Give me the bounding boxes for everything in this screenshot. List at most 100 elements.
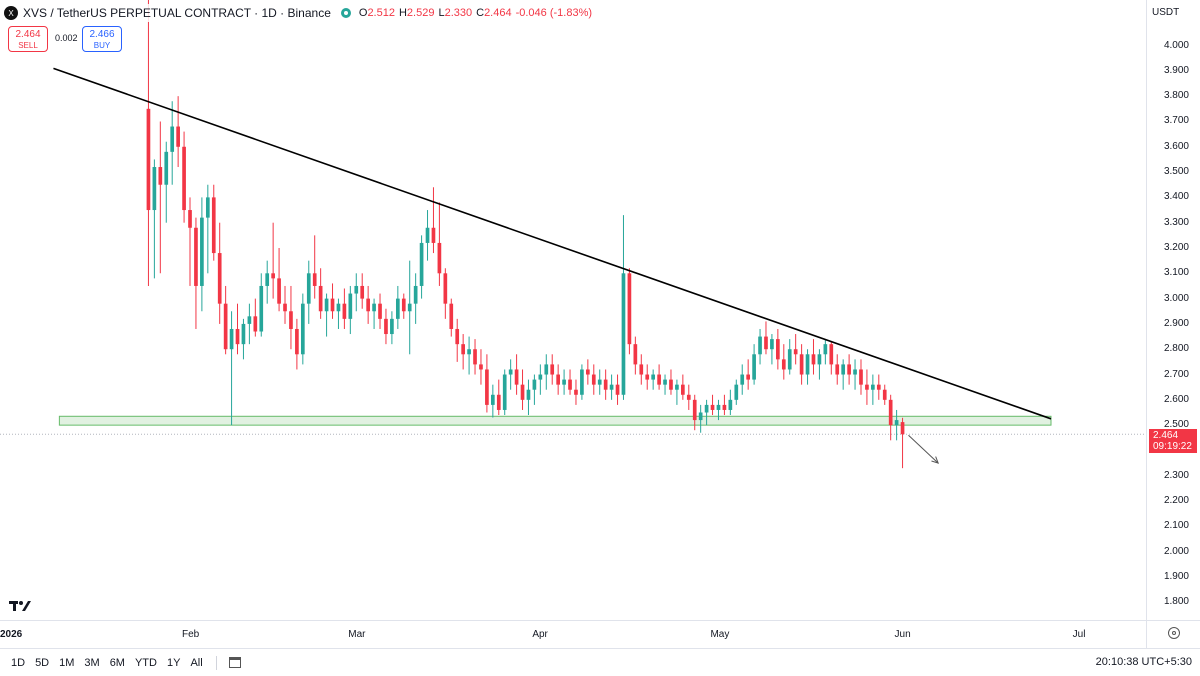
candle-body: [312, 273, 317, 286]
candle-body: [698, 412, 703, 421]
range-5d-button[interactable]: 5D: [35, 656, 50, 669]
tradingview-logo-icon[interactable]: [8, 598, 36, 614]
candle-body: [591, 374, 596, 385]
candle-body: [776, 339, 780, 360]
price-axis[interactable]: 1.8001.9002.0002.1002.2002.3002.4002.500…: [1146, 0, 1200, 620]
time-tick-label: 2026: [0, 629, 23, 640]
price-tick-label: 2.900: [1163, 317, 1189, 329]
candle-body: [306, 273, 311, 304]
price-tick-label: 2.300: [1163, 469, 1189, 481]
candle-body: [205, 197, 210, 218]
range-1y-button[interactable]: 1Y: [166, 656, 181, 669]
candle-body: [728, 399, 733, 410]
candle-body: [663, 379, 667, 385]
candle-body: [277, 278, 281, 304]
buy-button[interactable]: 2.466 BUY: [82, 26, 122, 52]
candle-body: [835, 364, 840, 375]
symbol-title[interactable]: XVS / TetherUS PERPETUAL CONTRACT · 1D ·…: [23, 6, 331, 20]
candle-body: [669, 379, 673, 390]
candle-body: [734, 384, 739, 400]
currency-label[interactable]: USDT: [1152, 7, 1180, 18]
candle-body: [188, 210, 192, 228]
candle-body: [223, 303, 228, 350]
descending-trendline: [53, 67, 1052, 420]
price-chart[interactable]: [0, 0, 1146, 620]
price-tick-label: 3.700: [1163, 115, 1189, 127]
candle-body: [793, 349, 798, 355]
candle-body: [603, 379, 608, 390]
candle-body: [710, 404, 715, 410]
support-zone: [58, 415, 1052, 426]
range-selector: 1D 5D 1M 3M 6M YTD 1Y All: [6, 649, 241, 676]
time-axis[interactable]: 2026 Feb Mar Apr May Jun Jul: [0, 620, 1146, 649]
candle-body: [692, 399, 697, 421]
range-6m-button[interactable]: 6M: [109, 656, 125, 669]
axis-corner: [1146, 620, 1200, 649]
range-1m-button[interactable]: 1M: [59, 656, 75, 669]
candle-body: [597, 379, 602, 385]
candle-body: [550, 364, 555, 375]
candle-body: [752, 354, 756, 380]
candle-body: [746, 374, 751, 380]
candle-body: [496, 394, 501, 410]
candle-body: [829, 344, 834, 365]
candle-body: [330, 298, 335, 312]
candle-body: [419, 242, 424, 286]
price-tick-label: 3.500: [1163, 166, 1189, 178]
candle-body: [283, 303, 287, 312]
price-tick-label: 3.400: [1163, 191, 1189, 203]
candle-body: [217, 253, 222, 304]
calendar-icon[interactable]: [228, 657, 241, 668]
candle-body: [574, 389, 578, 395]
candle-body: [360, 285, 365, 299]
candle-body: [882, 389, 887, 400]
candle-body: [609, 384, 614, 390]
candle-body: [431, 227, 436, 243]
candle-body: [627, 273, 632, 345]
candle-body: [847, 364, 851, 375]
candle-body: [366, 298, 370, 312]
candle-body: [615, 384, 620, 395]
range-all-button[interactable]: All: [190, 656, 203, 669]
change-value: -0.046 (-1.83%): [515, 7, 593, 19]
candle-body: [823, 344, 828, 355]
chart-pane[interactable]: [0, 0, 1146, 620]
bar-countdown: 09:19:22: [1153, 441, 1192, 452]
candle-body: [758, 336, 762, 355]
buy-price: 2.466: [89, 29, 115, 40]
time-tick-label: Mar: [348, 629, 366, 640]
range-1d-button[interactable]: 1D: [11, 656, 26, 669]
range-3m-button[interactable]: 3M: [84, 656, 100, 669]
candle-body: [556, 374, 560, 385]
candle-body: [740, 374, 745, 385]
sell-button[interactable]: 2.464 SELL: [8, 26, 48, 52]
candle-body: [271, 273, 275, 279]
price-tick-label: 2.700: [1163, 368, 1189, 380]
candle-body: [811, 354, 816, 365]
candle-body: [722, 404, 727, 410]
price-tick-label: 1.800: [1163, 596, 1189, 608]
candle-body: [425, 227, 430, 243]
candle-body: [390, 318, 394, 335]
clock[interactable]: 20:10:38 UTC+5:30: [1095, 656, 1192, 668]
candle-body: [871, 384, 875, 390]
candle-body: [211, 197, 216, 254]
candle-body: [182, 146, 186, 211]
time-tick-label: Jun: [894, 629, 911, 640]
candle-body: [259, 285, 264, 332]
candle-body: [318, 285, 323, 312]
range-ytd-button[interactable]: YTD: [134, 656, 157, 669]
candle-body: [894, 420, 899, 426]
candle-body: [586, 369, 590, 375]
candle-body: [639, 364, 644, 375]
chart-settings-icon[interactable]: [1168, 627, 1180, 639]
candle-body: [265, 273, 270, 286]
candle-body: [865, 384, 869, 390]
price-tick-label: 2.800: [1163, 343, 1189, 355]
candle-body: [467, 349, 471, 355]
candle-body: [300, 303, 305, 355]
candle-body: [568, 379, 572, 390]
open-value: O2.512: [358, 7, 395, 19]
candle-body: [176, 126, 180, 147]
projection-arrow: [908, 434, 939, 464]
